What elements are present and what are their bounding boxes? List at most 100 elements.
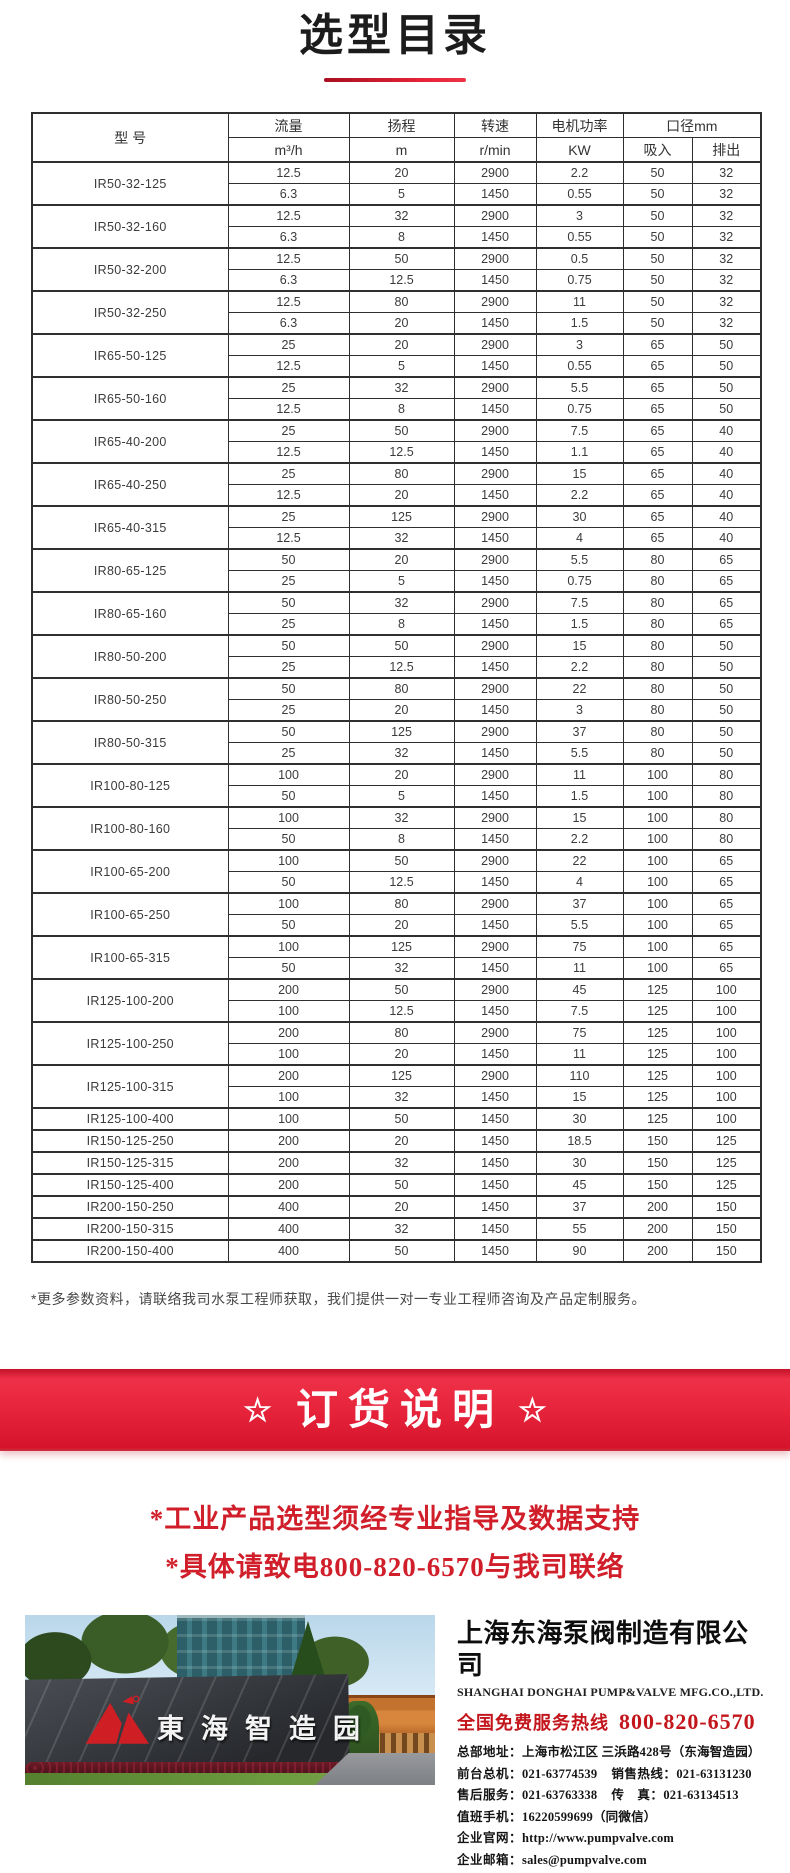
spec-cell: 150	[622, 1173, 693, 1197]
spec-cell: 12.5	[227, 290, 350, 313]
spec-cell: 1450	[453, 1217, 537, 1241]
spec-cell: 65	[691, 871, 762, 894]
pump-table-body: IR50-32-125 12.5 20 2900 2.2 50 32 6.3 5 1450 0.55…	[31, 161, 762, 1263]
spec-cell: 37	[535, 1195, 624, 1219]
spec-cell: 15	[535, 1086, 624, 1109]
col-header-flow: 流量	[227, 112, 350, 138]
contact-value: 16220599699（同微信）	[522, 1809, 657, 1824]
spec-cell: 1450	[453, 1239, 537, 1263]
spec-cell: 15	[535, 806, 624, 829]
spec-cell: 2900	[453, 634, 537, 657]
col-header-power-unit: KW	[535, 137, 624, 163]
contact-value: sales@pumpvalve.com	[522, 1852, 647, 1867]
spec-cell: 100	[622, 957, 693, 980]
spec-cell: 65	[622, 462, 693, 485]
company-name-en: SHANGHAI DONGHAI PUMP&VALVE MFG.CO.,LTD.	[457, 1685, 764, 1699]
spec-cell: 110	[535, 1064, 624, 1087]
spec-cell: 50	[622, 161, 693, 184]
spec-cell: 2900	[453, 462, 537, 485]
spec-cell: 0.75	[535, 570, 624, 593]
spec-cell: 12.5	[227, 247, 350, 270]
spec-cell: 50	[622, 290, 693, 313]
spec-cell: 80	[348, 892, 455, 915]
table-row: IR125-100-200 200 50 2900 45 125 100	[31, 978, 762, 1023]
table-row: IR65-50-125 25 20 2900 3 65 50	[31, 333, 762, 378]
spec-cell: 32	[348, 742, 455, 765]
spec-cell: 2900	[453, 806, 537, 829]
spec-cell: 32	[348, 376, 455, 399]
spec-cell: 125	[622, 1043, 693, 1066]
model-cell: IR200-150-400	[31, 1239, 229, 1263]
contact-label: 销售热线：	[611, 1766, 677, 1781]
spec-cell: 400	[227, 1217, 350, 1241]
spec-cell: 11	[535, 957, 624, 980]
spec-cell: 32	[348, 957, 455, 980]
spec-cell: 6.3	[227, 183, 350, 206]
spec-cell: 50	[348, 634, 455, 657]
spec-cell: 50	[348, 419, 455, 442]
table-row: IR125-100-400 100 50 1450 30 125 100	[31, 1107, 762, 1131]
spec-cell: 80	[622, 548, 693, 571]
spec-cell: 200	[227, 1021, 350, 1044]
spec-cell: 1450	[453, 527, 537, 550]
spec-cell: 11	[535, 290, 624, 313]
spec-cell: 12.5	[227, 484, 350, 507]
hotline-label: 全国免费服务热线	[457, 1713, 609, 1733]
spec-cell: 50	[227, 548, 350, 571]
spec-cell: 20	[348, 548, 455, 571]
spec-cell: 20	[348, 699, 455, 722]
contact-line: 售后服务：021-63763338 传 真：021-63134513	[457, 1785, 772, 1807]
spec-cell: 200	[227, 1151, 350, 1175]
spec-cell: 65	[622, 355, 693, 378]
order-info-title-text: 订货说明	[295, 1386, 504, 1433]
table-row: 25 5 1450 0.75 80 65	[32, 570, 762, 593]
spec-cell: 0.5	[535, 247, 624, 270]
spec-cell: 80	[622, 613, 693, 636]
spec-cell: 45	[535, 978, 624, 1001]
spec-cell: 25	[227, 656, 350, 679]
spec-cell: 20	[348, 763, 455, 786]
model-cell: IR65-50-125	[31, 333, 229, 378]
table-row: IR50-32-160 12.5 32 2900 3 50 32	[31, 204, 762, 249]
table-row: IR125-100-250 200 80 2900 75 125 100	[31, 1021, 762, 1066]
spec-cell: 5	[348, 785, 455, 808]
spec-cell: 12.5	[348, 441, 455, 464]
spec-cell: 37	[535, 892, 624, 915]
spec-cell: 125	[691, 1173, 762, 1197]
spec-cell: 80	[348, 677, 455, 700]
table-row: 12.5 5 1450 0.55 65 50	[32, 355, 762, 378]
spec-cell: 32	[348, 1151, 455, 1175]
spec-cell: 2900	[453, 505, 537, 528]
spec-cell: 6.3	[227, 312, 350, 335]
contact-value: 021-63774539	[522, 1766, 598, 1781]
spec-cell: 100	[227, 806, 350, 829]
spec-cell: 100	[622, 806, 693, 829]
spec-cell: 100	[622, 935, 693, 958]
spec-cell: 25	[227, 613, 350, 636]
spec-cell: 25	[227, 505, 350, 528]
contact-line: 前台总机：021-63774539 销售热线：021-63131230	[457, 1764, 772, 1786]
spec-cell: 50	[348, 978, 455, 1001]
spec-cell: 50	[348, 1107, 455, 1131]
spec-cell: 65	[622, 419, 693, 442]
star-icon: ☆	[518, 1392, 547, 1428]
spec-cell: 80	[348, 462, 455, 485]
model-cell: IR80-50-200	[31, 634, 229, 679]
spec-cell: 2.2	[535, 484, 624, 507]
spec-cell: 100	[227, 892, 350, 915]
spec-cell: 150	[691, 1195, 762, 1219]
spec-cell: 1450	[453, 1043, 537, 1066]
table-row: IR65-40-315 25 125 2900 30 65 40	[31, 505, 762, 550]
spec-cell: 1450	[453, 828, 537, 851]
page-header: 选型目录	[0, 0, 790, 82]
spec-cell: 125	[348, 1064, 455, 1087]
spec-cell: 2900	[453, 677, 537, 700]
col-header-speed-unit: r/min	[453, 137, 537, 163]
spec-cell: 1.5	[535, 785, 624, 808]
table-row: IR50-32-250 12.5 80 2900 11 50 32	[31, 290, 762, 335]
spec-cell: 11	[535, 1043, 624, 1066]
spec-cell: 20	[348, 1195, 455, 1219]
spec-cell: 125	[622, 1021, 693, 1044]
spec-cell: 65	[691, 849, 762, 872]
company-name-cn: 上海东海泵阀制造有限公司	[457, 1618, 749, 1680]
